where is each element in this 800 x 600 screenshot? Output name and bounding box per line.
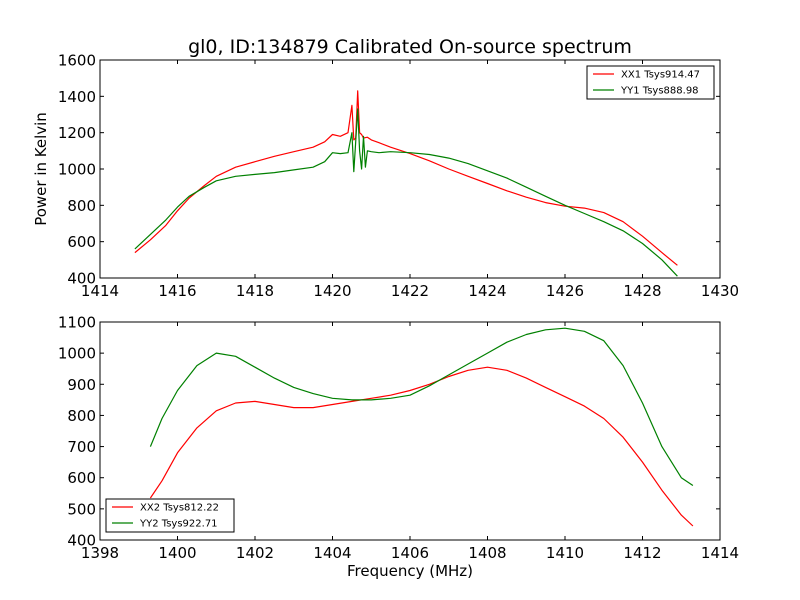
bottom-y-tick-label: 600	[67, 469, 96, 487]
bottom-y-tick-label: 900	[67, 376, 96, 394]
top-x-tick-label: 1426	[546, 282, 584, 300]
bottom-x-tick-label: 1398	[81, 544, 119, 562]
bottom-x-tick-label: 1410	[546, 544, 584, 562]
bottom-y-tick-label: 400	[67, 532, 96, 550]
top-x-tick-label: 1418	[236, 282, 274, 300]
bottom-y-tick-label: 1100	[58, 314, 96, 332]
top-y-tick-label: 1600	[58, 52, 96, 70]
top-x-tick-label: 1430	[701, 282, 739, 300]
top-y-tick-label: 1400	[58, 88, 96, 106]
bottom-x-tick-label: 1414	[701, 544, 739, 562]
top-plot-area: 1414 1416 1418 1420 1422 1424 1426 1428 1430 400 6…	[58, 52, 739, 301]
top-series-line-0	[134, 90, 678, 266]
legend-label-yy2: YY2 Tsys922.71	[139, 519, 218, 530]
top-x-tick-label: 1420	[313, 282, 351, 300]
bottom-y-tick-label: 700	[67, 438, 96, 456]
bottom-x-tick-label: 1402	[236, 544, 274, 562]
bottom-series-line-1	[149, 327, 694, 486]
bottom-series-line-0	[149, 366, 694, 527]
top-y-axis-label: Power in Kelvin	[32, 112, 50, 226]
bottom-plot-area: 1398 1400 1402 1404 1406 1408 1410 1412 1414 400 5…	[58, 314, 739, 563]
top-x-tick-label: 1428	[623, 282, 661, 300]
bottom-x-tick-label: 1400	[158, 544, 196, 562]
legend-label-yy1: YY1 Tsys888.98	[620, 86, 699, 97]
bottom-y-tick-label: 500	[67, 500, 96, 518]
top-x-tick-label: 1414	[81, 282, 119, 300]
bottom-x-axis-label: Frequency (MHz)	[347, 562, 473, 580]
top-y-tick-label: 600	[67, 233, 96, 251]
top-series-line-1	[134, 108, 678, 277]
bottom-y-tick-label: 1000	[58, 345, 96, 363]
top-y-tick-label: 1000	[58, 161, 96, 179]
top-y-tick-label: 800	[67, 197, 96, 215]
top-y-tick-label: 1200	[58, 124, 96, 142]
bottom-legend: XX2 Tsys812.22 YY2 Tsys922.71	[105, 498, 235, 533]
bottom-y-tick-label: 800	[67, 407, 96, 425]
bottom-x-tick-label: 1412	[623, 544, 661, 562]
legend-label-xx1: XX1 Tsys914.47	[621, 70, 700, 81]
top-x-tick-label: 1422	[391, 282, 429, 300]
bottom-x-tick-label: 1406	[391, 544, 429, 562]
top-x-tick-label: 1416	[158, 282, 196, 300]
top-x-tick-label: 1424	[468, 282, 506, 300]
bottom-x-tick-label: 1404	[313, 544, 351, 562]
bottom-x-tick-label: 1408	[468, 544, 506, 562]
top-legend: XX1 Tsys914.47 YY1 Tsys888.98	[586, 65, 715, 100]
top-y-tick-label: 400	[67, 270, 96, 288]
legend-label-xx2: XX2 Tsys812.22	[140, 503, 219, 514]
chart-title: gl0, ID:134879 Calibrated On-source spec…	[188, 36, 632, 58]
